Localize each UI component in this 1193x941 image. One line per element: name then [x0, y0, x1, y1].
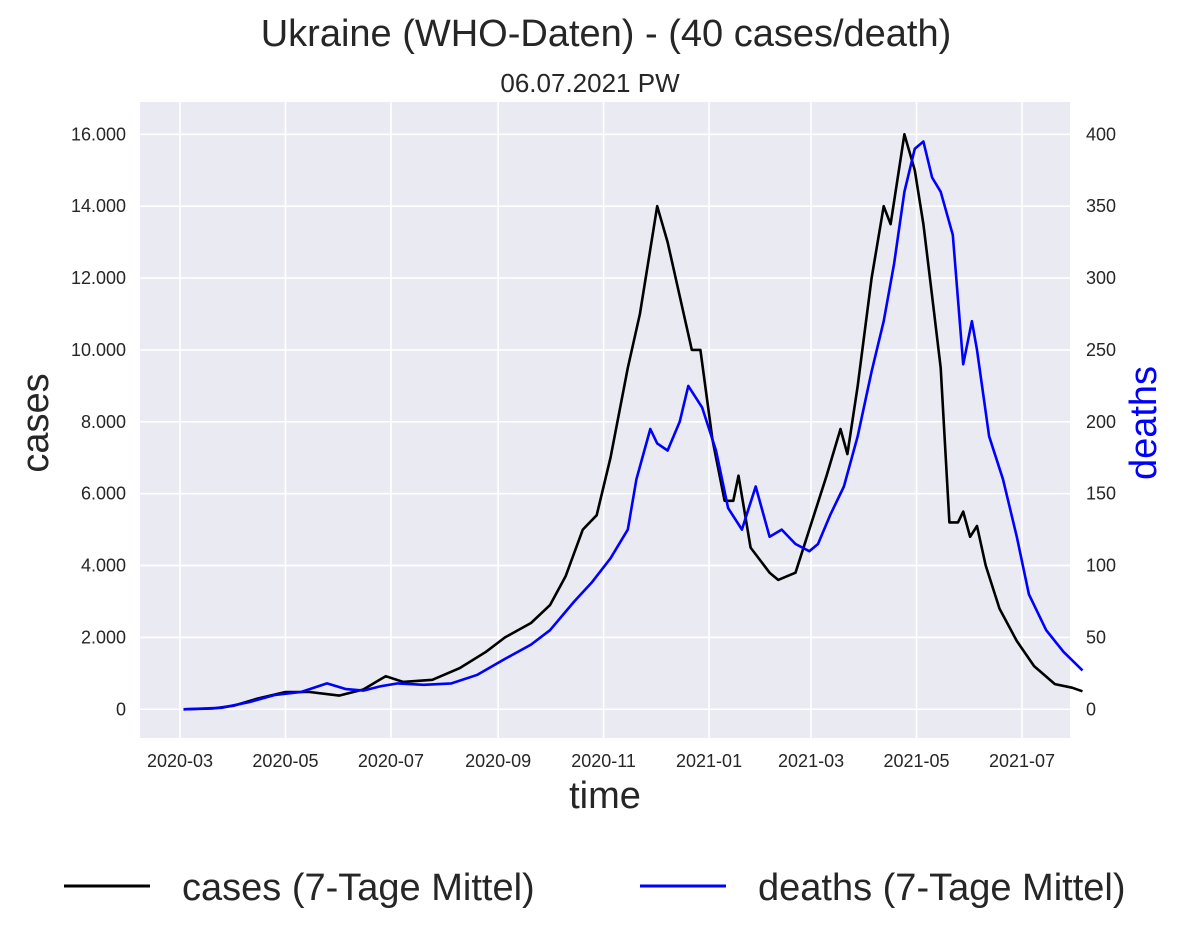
x-tick-label: 2021-03 — [778, 751, 844, 771]
x-axis-label: time — [569, 775, 641, 817]
y-right-tick-label: 300 — [1086, 268, 1116, 288]
x-tick-label: 2020-09 — [465, 751, 531, 771]
y-right-tick-label: 0 — [1086, 699, 1096, 719]
y-right-tick-label: 350 — [1086, 196, 1116, 216]
x-tick-label: 2021-07 — [989, 751, 1055, 771]
series-layer — [183, 133, 1084, 711]
y-right-tick-label: 250 — [1086, 340, 1116, 360]
y-left-tick-label: 0 — [116, 699, 126, 719]
legend-label: deaths (7-Tage Mittel) — [758, 867, 1126, 909]
x-tick-label: 2020-11 — [571, 751, 636, 771]
legend-label: cases (7-Tage Mittel) — [182, 867, 535, 909]
y-left-tick-label: 4.000 — [81, 556, 126, 576]
y-left-tick-label: 6.000 — [81, 484, 126, 504]
y-axis-label-left: cases — [15, 373, 57, 472]
x-tick-label: 2020-07 — [358, 751, 424, 771]
y-axis-label-right: deaths — [1123, 366, 1165, 480]
legend: cases (7-Tage Mittel) deaths (7-Tage Mitt… — [64, 867, 1126, 909]
x-tick-label: 2021-05 — [884, 751, 950, 771]
y-left-tick-label: 2.000 — [81, 627, 126, 647]
deaths-series-line — [183, 140, 1084, 711]
chart-title: Ukraine (WHO-Daten) - (40 cases/death) — [261, 13, 952, 55]
y-right-tick-label: 200 — [1086, 412, 1116, 432]
cases-series-line — [183, 133, 1083, 711]
y-right-tick-label: 150 — [1086, 484, 1116, 504]
grid-layer — [140, 102, 1070, 738]
plot-area — [140, 102, 1070, 738]
x-tick-label: 2020-03 — [147, 751, 213, 771]
chart-subtitle: 06.07.2021 PW — [500, 68, 680, 98]
y-left-tick-label: 14.000 — [71, 196, 126, 216]
y-right-tick-label: 100 — [1086, 556, 1116, 576]
y-left-tick-label: 12.000 — [71, 268, 126, 288]
y-left-tick-label: 16.000 — [71, 124, 126, 144]
y-right-tick-label: 50 — [1086, 627, 1106, 647]
x-tick-label: 2021-01 — [676, 751, 742, 771]
y-left-tick-label: 8.000 — [81, 412, 126, 432]
tick-layer: 2020-03 2020-05 2020-07 2020-09 2020-11 2021-… — [71, 124, 1116, 771]
y-right-tick-label: 400 — [1086, 124, 1116, 144]
x-tick-label: 2020-05 — [252, 751, 318, 771]
y-left-tick-label: 10.000 — [71, 340, 126, 360]
